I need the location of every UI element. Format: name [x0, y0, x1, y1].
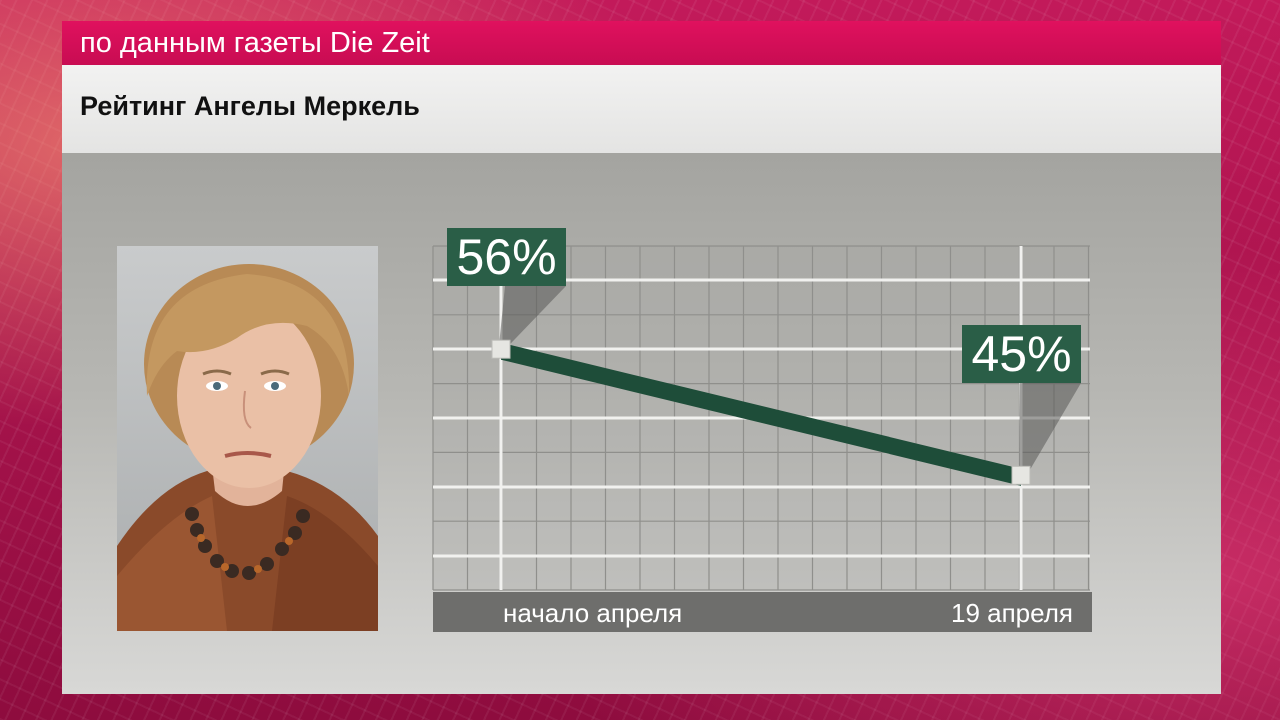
portrait-illustration	[117, 264, 378, 631]
portrait-photo	[117, 246, 378, 631]
data-label: 45%	[971, 326, 1071, 382]
title-bar: Рейтинг Ангелы Меркель	[62, 65, 1221, 153]
data-label-box	[447, 228, 566, 286]
label-pointer	[1019, 383, 1081, 472]
data-label-box	[962, 325, 1081, 383]
source-text: по данным газеты Die Zeit	[80, 27, 430, 59]
source-banner: по данным газеты Die Zeit	[62, 21, 1221, 65]
data-point-marker	[1011, 465, 1031, 485]
x-tick-label: начало апреля	[503, 598, 682, 628]
x-axis-bar	[433, 592, 1092, 632]
data-point-marker	[491, 339, 511, 359]
x-axis: начало апреля 19 апреля	[433, 592, 1092, 632]
page-title: Рейтинг Ангелы Меркель	[80, 91, 420, 121]
chart-series: 56% 45%	[447, 228, 1081, 486]
label-pointer	[499, 286, 566, 346]
series-line	[501, 342, 1021, 486]
x-tick-label: 19 апреля	[951, 598, 1073, 628]
data-label: 56%	[456, 229, 556, 285]
